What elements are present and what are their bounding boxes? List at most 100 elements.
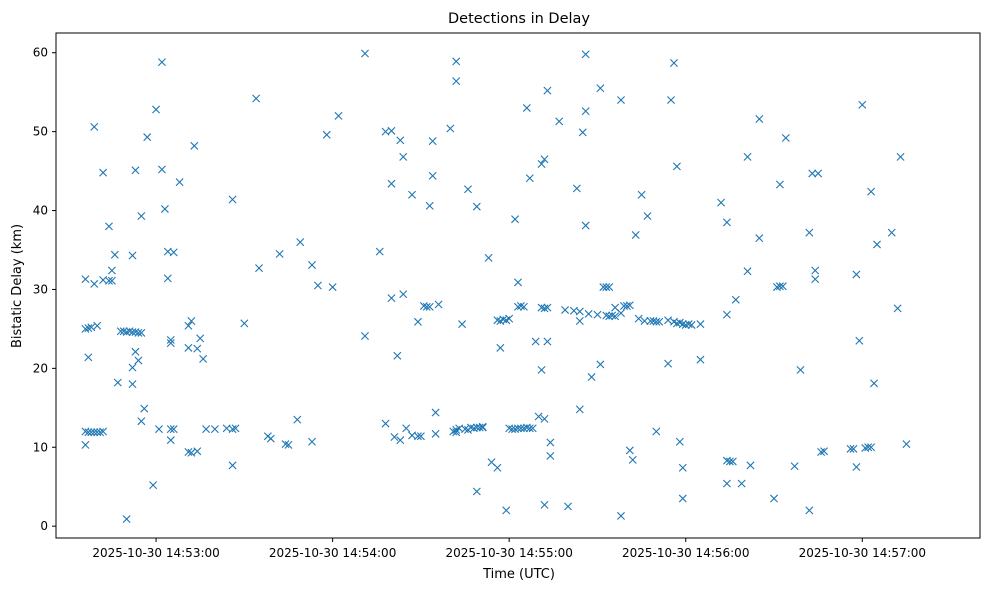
data-point: [811, 275, 820, 284]
data-point: [811, 266, 820, 275]
data-point: [190, 141, 199, 150]
data-point: [617, 309, 625, 318]
data-point: [163, 274, 172, 283]
data-point: [422, 302, 431, 311]
data-point: [849, 444, 858, 453]
data-point: [96, 428, 105, 437]
data-point: [396, 136, 405, 145]
data-point: [255, 264, 264, 273]
data-point: [107, 266, 116, 275]
data-point: [210, 425, 219, 434]
data-point: [519, 302, 528, 311]
data-point: [463, 185, 472, 194]
data-point: [805, 506, 814, 515]
y-tick-label: 10: [33, 440, 48, 454]
data-point: [672, 162, 681, 171]
data-point: [284, 440, 293, 449]
x-tick-label: 2025-10-30 14:56:00: [622, 546, 749, 560]
data-point: [855, 336, 864, 345]
data-point: [534, 412, 543, 421]
data-point: [81, 324, 90, 333]
data-point: [425, 302, 434, 311]
data-point: [593, 310, 602, 319]
data-point: [737, 479, 746, 488]
data-point: [808, 169, 817, 178]
data-point: [514, 424, 522, 433]
data-point: [514, 302, 522, 311]
data-point: [428, 171, 437, 180]
data-point: [104, 222, 113, 231]
data-point: [160, 204, 169, 213]
data-point: [157, 165, 166, 174]
data-point: [493, 463, 502, 472]
data-point: [893, 304, 902, 313]
data-point: [655, 317, 664, 326]
data-point: [452, 428, 461, 437]
data-point: [867, 443, 876, 452]
data-point: [543, 86, 552, 95]
data-point: [202, 425, 211, 434]
data-point: [817, 448, 826, 456]
data-point: [537, 303, 546, 312]
data-point: [110, 250, 119, 259]
data-point: [846, 444, 855, 453]
data-point: [669, 58, 678, 67]
data-point: [652, 317, 661, 326]
data-point: [193, 344, 202, 353]
data-point: [390, 433, 399, 441]
data-point: [696, 320, 705, 329]
data-point: [896, 152, 905, 161]
data-point: [128, 251, 137, 260]
data-point: [308, 260, 317, 269]
data-point: [387, 294, 396, 303]
data-point: [628, 455, 637, 464]
data-point: [113, 378, 122, 387]
data-point: [531, 337, 540, 346]
data-point: [143, 133, 152, 142]
data-point: [575, 405, 584, 414]
data-point: [478, 423, 487, 432]
data-point: [228, 195, 237, 204]
data-point: [231, 424, 240, 433]
x-tick-label: 2025-10-30 14:57:00: [799, 546, 926, 560]
data-point: [540, 304, 549, 313]
data-point: [775, 282, 784, 291]
data-point: [187, 317, 196, 325]
data-point: [602, 311, 611, 320]
data-point: [122, 328, 131, 337]
data-point: [546, 438, 555, 447]
data-point: [555, 117, 564, 126]
data-point: [475, 423, 484, 432]
data-point: [281, 440, 290, 449]
data-point: [431, 429, 440, 438]
data-point: [581, 221, 590, 230]
data-point: [722, 479, 731, 488]
data-point: [428, 137, 437, 146]
data-point: [90, 428, 99, 437]
data-point: [537, 159, 546, 168]
data-point: [602, 283, 611, 292]
data-point: [155, 425, 163, 434]
data-point: [128, 380, 137, 389]
data-point: [625, 446, 634, 455]
data-point: [360, 49, 369, 58]
data-point: [514, 278, 522, 287]
data-point: [511, 215, 520, 224]
data-point: [543, 337, 552, 346]
data-point: [81, 440, 90, 449]
data-point: [617, 511, 625, 520]
data-point: [472, 202, 481, 211]
data-point: [90, 122, 99, 131]
data-point: [858, 100, 867, 109]
data-point: [93, 321, 102, 330]
data-point: [572, 184, 581, 193]
data-point: [575, 317, 584, 325]
data-point: [578, 128, 587, 137]
data-point: [228, 461, 237, 470]
x-tick-label: 2025-10-30 14:53:00: [92, 546, 219, 560]
data-point: [873, 240, 881, 249]
data-point: [81, 275, 90, 284]
data-point: [387, 126, 396, 135]
data-point: [687, 320, 696, 329]
